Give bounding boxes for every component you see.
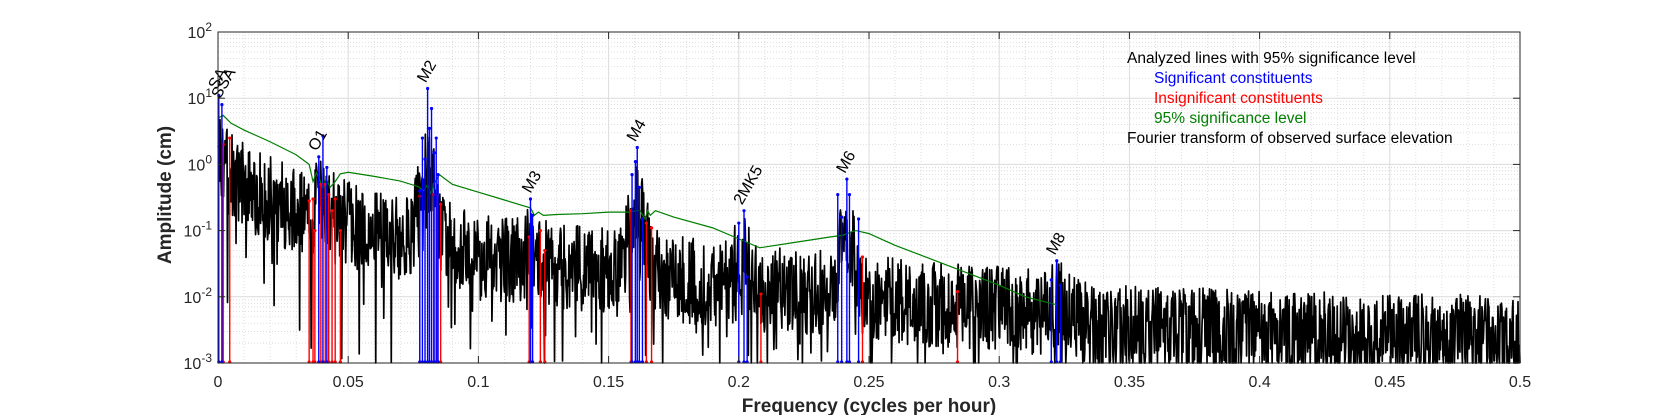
significant-stem-marker [1055, 259, 1059, 263]
significant-stem-marker [325, 165, 329, 170]
significant-stem-marker [840, 215, 844, 219]
significant-stem-marker [847, 192, 852, 197]
x-tick-label: 0.35 [1114, 374, 1145, 391]
legend-entry: Significant constituents [1154, 70, 1313, 87]
significant-stem-marker [528, 197, 533, 201]
x-tick-label: 0.45 [1374, 374, 1405, 391]
y-tick-label: 102 [188, 20, 213, 42]
insignificant-stem-marker [759, 292, 763, 296]
significant-stem-marker [1049, 278, 1053, 282]
legend: Analyzed lines with 95% significance lev… [1127, 50, 1453, 147]
legend-entry: 95% significance level [1154, 110, 1307, 127]
x-tick-label: 0.3 [988, 374, 1010, 391]
significant-stem-marker [640, 217, 645, 221]
significant-stem-marker [432, 151, 436, 155]
significant-stem-marker [423, 157, 427, 161]
significant-stem-marker [635, 145, 639, 150]
insignificant-stem-marker [955, 289, 960, 294]
insignificant-stem-marker [439, 202, 443, 206]
insignificant-stem-marker [338, 229, 342, 233]
legend-entry: Analyzed lines with 95% significance lev… [1127, 50, 1416, 67]
insignificant-stem-marker [333, 197, 337, 201]
significant-stem-marker [436, 173, 440, 177]
insignificant-constituents [221, 136, 960, 364]
legend-entry: Insignificant constituents [1154, 90, 1323, 107]
significant-stem-marker [427, 126, 432, 130]
significant-stem-marker [420, 136, 425, 140]
y-tick-label: 10-3 [184, 351, 213, 373]
insignificant-stem-marker [649, 226, 654, 230]
significant-stem-marker [317, 155, 321, 159]
legend-entry: Fourier transform of observed surface el… [1127, 130, 1453, 147]
x-tick-label: 0.25 [853, 374, 884, 391]
x-tick-label: 0.2 [728, 374, 750, 391]
insignificant-stem-marker [307, 199, 311, 203]
significant-stem-marker [637, 185, 641, 189]
x-tick-label: 0 [214, 374, 223, 391]
significant-stem-marker [737, 221, 741, 225]
x-tick-label: 0.4 [1248, 374, 1270, 391]
x-tick-label: 0.15 [593, 374, 624, 391]
significant-stem-marker [220, 103, 224, 107]
y-tick-label: 101 [188, 86, 213, 108]
significant-stem-marker [745, 275, 749, 279]
x-tick-label: 0.05 [333, 374, 364, 391]
significant-stem-marker [429, 106, 434, 111]
significant-stem-marker [418, 189, 422, 193]
significant-stem-marker [530, 213, 535, 217]
significant-stem-marker [630, 173, 634, 177]
insignificant-stem-marker [323, 182, 327, 186]
significant-stem-marker [845, 177, 849, 181]
significant-stem-marker [633, 160, 638, 164]
insignificant-stem-marker [538, 229, 542, 233]
significant-constituents [217, 86, 1062, 364]
significance-level-line [217, 114, 1058, 306]
insignificant-stem-marker [311, 197, 315, 201]
significant-stem-marker [856, 217, 861, 221]
insignificant-stem-marker [860, 255, 865, 259]
significant-stem-marker [1058, 283, 1062, 287]
insignificant-stem-marker [543, 248, 547, 253]
grid [217, 31, 1521, 364]
y-axis-title: Amplitude (cm) [155, 126, 176, 264]
insignificant-stem-marker [330, 209, 334, 213]
fourier-spectrum-line [217, 118, 1521, 364]
insignificant-stem-marker [644, 221, 648, 225]
x-axis-title: Frequency (cycles per hour) [742, 396, 996, 415]
x-tick-label: 0.5 [1509, 374, 1531, 391]
significant-stem-marker [426, 86, 430, 91]
y-tick-label: 10-1 [184, 219, 213, 241]
significant-stem-marker [434, 136, 438, 140]
significant-stem-marker [836, 192, 840, 197]
x-tick-label: 0.1 [467, 374, 489, 391]
insignificant-stem-marker [327, 192, 331, 197]
insignificant-stem-marker [228, 136, 232, 140]
significant-stem-marker [321, 134, 325, 138]
insignificant-stem-marker [319, 182, 323, 186]
insignificant-stem-marker [313, 229, 317, 233]
axes: 0 0.05 0.1 0.15 0.2 0.25 0.3 0.35 0.4 0.45 0.5 10-3… [184, 20, 1532, 391]
y-tick-label: 100 [188, 152, 213, 174]
y-tick-label: 10-2 [184, 285, 213, 307]
significant-stem-marker [742, 209, 746, 213]
